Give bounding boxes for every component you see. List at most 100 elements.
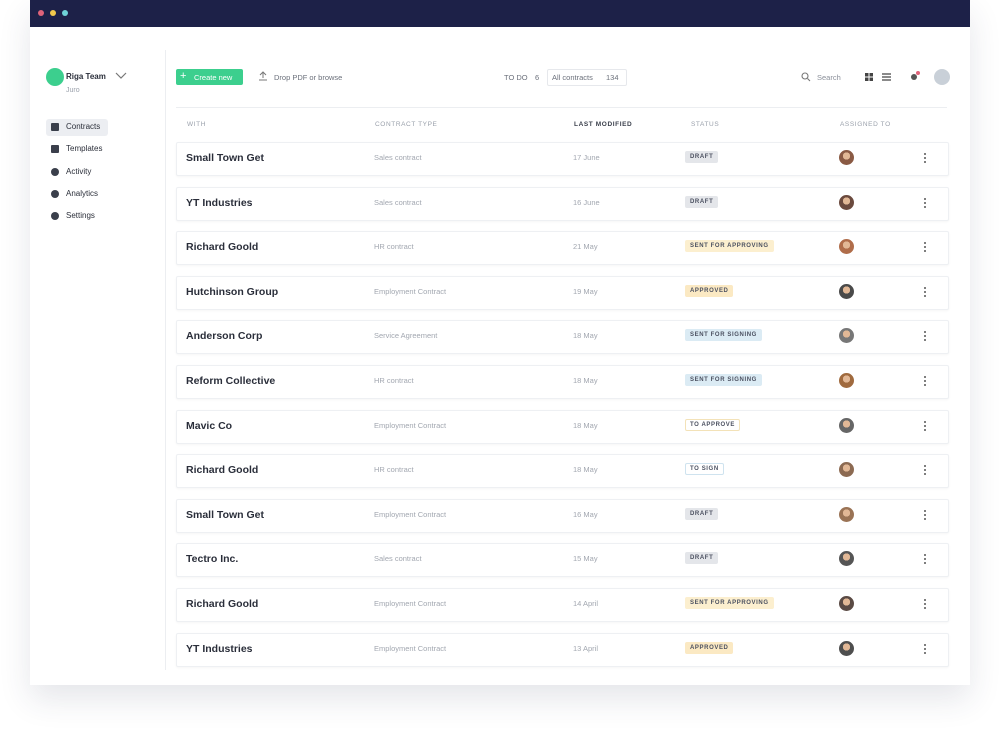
status-badge: TO SIGN xyxy=(685,463,724,476)
nav-item[interactable]: Contracts xyxy=(66,122,101,131)
contract-type: Sales contract xyxy=(374,554,422,564)
row-menu[interactable] xyxy=(924,331,926,334)
row-menu[interactable] xyxy=(924,558,926,561)
nav-item[interactable]: Analytics xyxy=(66,188,99,198)
nav-icon xyxy=(51,189,59,198)
row-menu[interactable] xyxy=(924,246,926,249)
nav-item[interactable]: Activity xyxy=(66,166,92,176)
upload-label[interactable]: Drop PDF or browse xyxy=(274,73,343,82)
row-menu[interactable] xyxy=(924,428,926,431)
row-menu[interactable] xyxy=(924,384,926,386)
contract-row[interactable] xyxy=(176,275,949,310)
todo-label[interactable]: TO DO xyxy=(504,73,528,82)
row-menu[interactable] xyxy=(924,286,926,289)
status-badge: TO APPROVE xyxy=(685,418,741,431)
create-button[interactable] xyxy=(176,69,243,85)
row-menu[interactable] xyxy=(924,339,926,342)
view-toggle[interactable] xyxy=(864,72,892,82)
contract-type: Employment Contract xyxy=(374,599,447,608)
status-badge: DRAFT xyxy=(685,507,719,520)
row-menu[interactable] xyxy=(924,424,926,427)
assignee-avatar xyxy=(839,596,854,611)
counterparty: Tectro Inc. xyxy=(186,553,239,566)
row-menu[interactable] xyxy=(924,599,926,601)
row-menu[interactable] xyxy=(924,607,926,609)
counterparty: Richard Goold xyxy=(186,241,259,254)
team-name[interactable]: Riga Team xyxy=(66,72,106,81)
contract-type: HR contract xyxy=(374,465,414,475)
row-menu[interactable] xyxy=(924,335,926,338)
row-menu[interactable] xyxy=(924,465,926,468)
row-menu[interactable] xyxy=(924,509,926,512)
nav-item[interactable]: Settings xyxy=(66,211,95,221)
user-avatar[interactable] xyxy=(934,69,950,85)
window-dot xyxy=(62,10,68,16)
row-menu[interactable] xyxy=(924,290,926,293)
row-menu[interactable] xyxy=(924,562,926,565)
contract-row[interactable] xyxy=(176,365,949,399)
status-badge: APPROVED xyxy=(685,641,734,654)
upload-icon xyxy=(259,71,267,81)
contract-row[interactable] xyxy=(176,186,949,221)
row-menu[interactable] xyxy=(924,473,926,476)
counterparty: Reform Collective xyxy=(186,375,276,387)
column-header[interactable]: LAST MODIFIED xyxy=(574,121,633,128)
row-menu[interactable] xyxy=(924,153,926,155)
row-menu[interactable] xyxy=(924,205,926,208)
plus-icon: + xyxy=(180,70,187,82)
row-menu[interactable] xyxy=(924,643,926,646)
contract-row[interactable] xyxy=(176,498,949,533)
assignee-avatar xyxy=(839,506,854,522)
contract-row[interactable] xyxy=(176,231,949,266)
contract-type: Employment Contract xyxy=(374,509,447,519)
nav-item[interactable]: Templates xyxy=(66,144,103,154)
row-menu[interactable] xyxy=(924,161,926,163)
search-input[interactable]: Search xyxy=(817,73,841,82)
last-modified: 14 April xyxy=(573,599,599,608)
search-icon xyxy=(801,72,811,82)
row-menu[interactable] xyxy=(924,554,926,557)
sidebar-divider xyxy=(165,50,166,670)
row-menu[interactable] xyxy=(924,157,926,159)
row-menu[interactable] xyxy=(924,242,926,245)
row-menu[interactable] xyxy=(924,647,926,650)
team-chevron[interactable] xyxy=(115,72,127,80)
row-menu[interactable] xyxy=(924,651,926,654)
row-menu[interactable] xyxy=(924,469,926,472)
counterparty: Richard Goold xyxy=(186,464,259,477)
contract-type: Employment Contract xyxy=(374,286,447,296)
contract-row[interactable] xyxy=(176,409,949,444)
last-modified: 18 May xyxy=(573,331,598,341)
row-menu[interactable] xyxy=(924,603,926,605)
assignee-avatar xyxy=(839,283,854,299)
contract-row[interactable] xyxy=(176,142,949,176)
assignee-avatar xyxy=(839,194,854,210)
row-menu[interactable] xyxy=(924,376,926,378)
contract-row[interactable] xyxy=(176,320,949,355)
row-menu[interactable] xyxy=(924,420,926,423)
status-badge: APPROVED xyxy=(685,284,734,297)
assignee-avatar xyxy=(839,640,854,656)
row-menu[interactable] xyxy=(924,294,926,297)
row-menu[interactable] xyxy=(924,513,926,516)
contract-row[interactable] xyxy=(176,543,949,578)
notification-icon[interactable] xyxy=(909,70,921,82)
contract-row[interactable] xyxy=(176,588,949,622)
contract-type: Service Agreement xyxy=(374,331,438,341)
all-contracts-tab[interactable] xyxy=(547,69,627,86)
nav-icon xyxy=(51,212,59,221)
row-menu[interactable] xyxy=(924,250,926,253)
counterparty: Richard Goold xyxy=(186,598,259,610)
window-dot xyxy=(50,10,56,16)
row-menu[interactable] xyxy=(924,197,926,200)
contract-row[interactable] xyxy=(176,632,949,667)
contract-row[interactable] xyxy=(176,454,949,489)
nav-icon xyxy=(51,167,59,176)
contract-type: Sales contract xyxy=(374,153,422,162)
row-menu[interactable] xyxy=(924,201,926,204)
counterparty: Anderson Corp xyxy=(186,330,263,343)
row-menu[interactable] xyxy=(924,517,926,520)
status-badge: SENT FOR APPROVING xyxy=(685,597,774,609)
row-menu[interactable] xyxy=(924,380,926,382)
